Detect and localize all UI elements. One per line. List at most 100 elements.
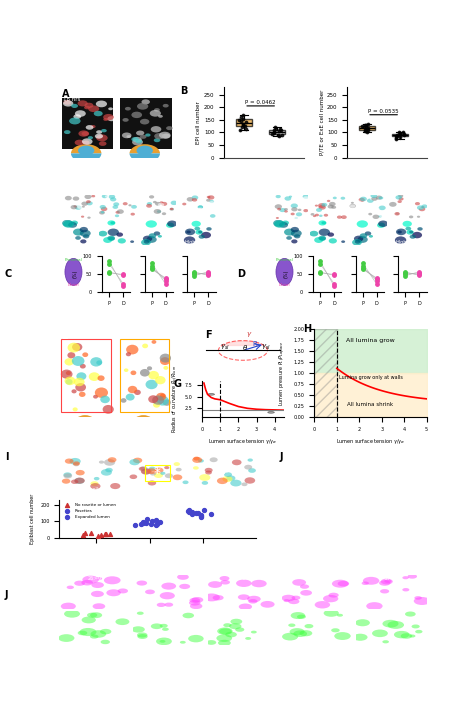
- Circle shape: [146, 204, 152, 208]
- Circle shape: [319, 237, 326, 241]
- Circle shape: [89, 373, 100, 381]
- Circle shape: [91, 582, 104, 588]
- Circle shape: [415, 630, 422, 634]
- Point: [148, 257, 155, 269]
- Circle shape: [89, 197, 95, 202]
- Circle shape: [108, 236, 115, 241]
- Circle shape: [201, 481, 208, 485]
- Circle shape: [198, 459, 204, 463]
- Point: [330, 281, 338, 292]
- Circle shape: [145, 133, 151, 137]
- Circle shape: [68, 222, 77, 228]
- Circle shape: [291, 239, 298, 244]
- Circle shape: [157, 210, 161, 213]
- Circle shape: [192, 457, 202, 463]
- Point: [205, 266, 212, 278]
- Circle shape: [126, 352, 131, 356]
- Circle shape: [372, 629, 388, 637]
- Circle shape: [104, 459, 115, 465]
- Circle shape: [137, 612, 144, 615]
- Point: [143, 517, 150, 529]
- Circle shape: [78, 100, 88, 107]
- Circle shape: [367, 199, 374, 203]
- Circle shape: [71, 479, 78, 484]
- Circle shape: [157, 602, 165, 607]
- Circle shape: [91, 630, 106, 638]
- Point: [154, 518, 161, 530]
- Circle shape: [110, 197, 116, 202]
- Point: [197, 510, 205, 522]
- Circle shape: [153, 215, 156, 217]
- Point: [239, 109, 247, 120]
- Circle shape: [151, 624, 163, 629]
- Circle shape: [129, 474, 137, 479]
- Circle shape: [146, 220, 157, 228]
- Circle shape: [194, 227, 200, 231]
- Circle shape: [160, 354, 171, 362]
- Circle shape: [80, 364, 86, 368]
- Circle shape: [193, 457, 200, 460]
- Text: J: J: [280, 452, 283, 463]
- Circle shape: [151, 126, 161, 133]
- Circle shape: [293, 631, 307, 637]
- Point: [139, 517, 146, 529]
- Circle shape: [159, 202, 164, 204]
- Point: [153, 519, 160, 531]
- Circle shape: [353, 634, 367, 641]
- Circle shape: [132, 139, 143, 146]
- Circle shape: [156, 637, 172, 645]
- Circle shape: [235, 627, 244, 631]
- Circle shape: [334, 632, 351, 640]
- Circle shape: [288, 599, 300, 604]
- Circle shape: [245, 637, 251, 640]
- Circle shape: [164, 366, 168, 370]
- Point: [363, 119, 370, 130]
- Circle shape: [141, 468, 151, 475]
- Circle shape: [160, 357, 170, 365]
- Point: [330, 268, 338, 280]
- Point: [152, 515, 160, 526]
- Circle shape: [360, 233, 367, 238]
- Legend: No rosette or lumen, Rosettes, Expanded lumen: No rosette or lumen, Rosettes, Expanded …: [61, 502, 118, 521]
- Point: [316, 255, 324, 267]
- Circle shape: [410, 235, 416, 239]
- Circle shape: [208, 195, 214, 199]
- Circle shape: [284, 210, 288, 212]
- Ellipse shape: [65, 258, 82, 286]
- Circle shape: [99, 211, 105, 215]
- Circle shape: [292, 596, 301, 600]
- Circle shape: [362, 581, 369, 585]
- Circle shape: [409, 231, 413, 233]
- Circle shape: [73, 115, 81, 119]
- Circle shape: [327, 200, 330, 202]
- Circle shape: [232, 460, 242, 465]
- Y-axis label: (%): (%): [283, 270, 288, 278]
- Point: [162, 272, 170, 283]
- Text: I: I: [5, 452, 8, 463]
- Circle shape: [406, 199, 412, 204]
- Circle shape: [403, 198, 407, 200]
- Circle shape: [319, 196, 326, 200]
- Circle shape: [156, 215, 161, 218]
- Point: [359, 261, 366, 273]
- Circle shape: [191, 597, 203, 602]
- Circle shape: [242, 160, 251, 168]
- Point: [396, 128, 404, 139]
- Circle shape: [367, 195, 371, 198]
- Text: Distal: Distal: [279, 283, 290, 287]
- Circle shape: [80, 230, 91, 237]
- Circle shape: [370, 196, 375, 200]
- Circle shape: [332, 209, 336, 211]
- Circle shape: [63, 220, 74, 228]
- Point: [106, 529, 114, 540]
- Circle shape: [141, 468, 152, 474]
- Circle shape: [182, 481, 189, 484]
- Text: 18 hrs: 18 hrs: [63, 97, 80, 102]
- Circle shape: [173, 462, 180, 466]
- Point: [416, 268, 423, 280]
- Circle shape: [95, 133, 103, 138]
- Point: [363, 122, 370, 133]
- Circle shape: [72, 343, 82, 351]
- Text: All lumina grow: All lumina grow: [346, 338, 395, 343]
- Point: [401, 266, 409, 278]
